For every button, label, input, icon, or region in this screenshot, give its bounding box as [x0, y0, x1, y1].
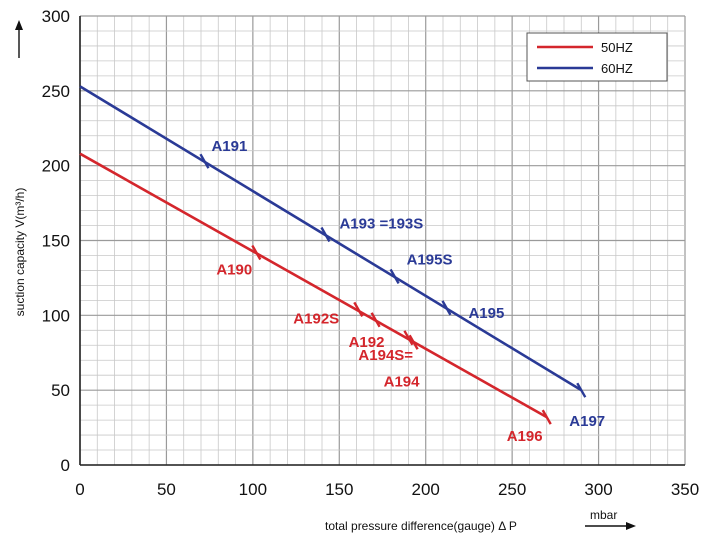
y-tick-label: 50	[51, 381, 70, 400]
series-line-50hz	[79, 152, 548, 419]
marker-label: A194S=	[358, 347, 413, 364]
marker-label: A191	[211, 138, 247, 155]
x-axis-title: total pressure difference(gauge) Δ P	[325, 519, 517, 533]
y-tick-label: 250	[42, 82, 70, 101]
legend-box	[526, 32, 668, 82]
marker-tick	[408, 334, 419, 350]
marker-label: A194	[384, 373, 421, 390]
x-tick-label: 250	[498, 480, 526, 499]
marker-label: A192S	[293, 310, 339, 327]
marker-tick	[251, 244, 262, 261]
y-axis-arrow-head	[15, 20, 23, 30]
marker-tick	[541, 409, 552, 425]
marker-tick	[389, 268, 400, 285]
legend: 50HZ 60HZ	[526, 32, 668, 82]
x-axis-unit: mbar	[590, 508, 617, 522]
marker-label: A195	[468, 305, 504, 322]
marker-tick	[353, 301, 364, 317]
x-axis-arrow-head	[626, 522, 636, 530]
marker-label: A195S	[407, 251, 453, 268]
x-tick-label: 50	[157, 480, 176, 499]
x-tick-label: 100	[239, 480, 267, 499]
marker-label: A196	[507, 428, 543, 445]
marker-tick	[320, 226, 331, 243]
series-line-60hz	[79, 85, 582, 392]
marker-tick	[370, 312, 381, 328]
marker-label: A197	[569, 413, 605, 430]
y-tick-label: 300	[42, 7, 70, 26]
marker-tick	[441, 300, 452, 316]
x-tick-label: 0	[75, 480, 84, 499]
x-tick-label: 200	[412, 480, 440, 499]
marker-label: A193 =193S	[339, 216, 423, 233]
series-markers	[199, 153, 587, 425]
axes	[79, 16, 685, 466]
y-tick-label: 200	[42, 157, 70, 176]
legend-label: 60HZ	[601, 61, 633, 76]
y-axis-title: suction capacity V(m³/h)	[13, 188, 27, 317]
marker-tick	[576, 382, 587, 398]
y-tick-label: 0	[61, 456, 70, 475]
x-tick-label: 300	[584, 480, 612, 499]
tick-labels: 0 50 100 150 200 250 300 350 0 50 100 150 200 250 300	[42, 7, 700, 499]
legend-label: 50HZ	[601, 40, 633, 55]
marker-label: A190	[216, 261, 252, 278]
y-tick-label: 150	[42, 232, 70, 251]
x-tick-label: 150	[325, 480, 353, 499]
axis-titles: total pressure difference(gauge) Δ P mbar…	[13, 20, 636, 533]
marker-tick	[403, 330, 414, 346]
series-lines	[79, 85, 582, 419]
y-tick-label: 100	[42, 306, 70, 325]
marker-label: A192	[349, 334, 385, 351]
x-tick-label: 350	[671, 480, 699, 499]
marker-tick	[199, 153, 210, 169]
